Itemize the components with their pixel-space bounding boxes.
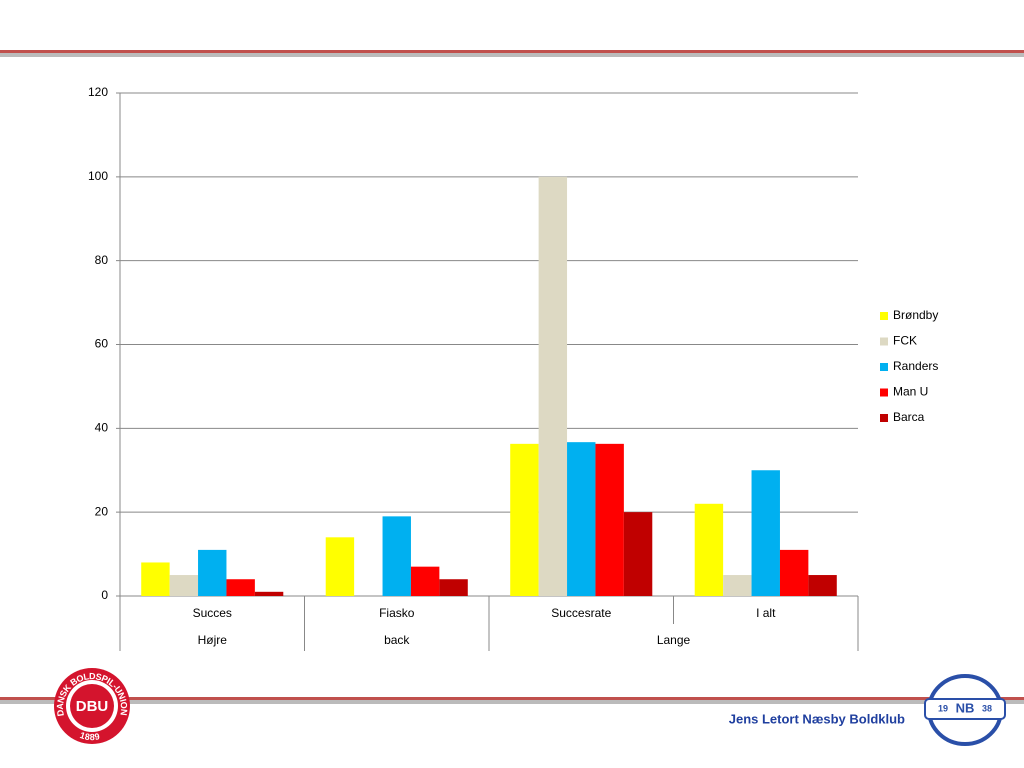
- legend-swatch: [880, 414, 888, 422]
- legend-swatch: [880, 337, 888, 346]
- bottom-rule-shadow: [0, 700, 1024, 704]
- group-label: back: [384, 633, 410, 647]
- bar: [808, 575, 837, 596]
- bar: [510, 443, 539, 596]
- y-tick-label: 100: [88, 169, 108, 183]
- bar: [141, 562, 170, 596]
- logo-band: [924, 698, 1006, 720]
- legend-swatch: [880, 312, 888, 320]
- x-tick-label: Succesrate: [551, 606, 611, 620]
- y-tick-label: 40: [95, 421, 109, 435]
- logo-right-number: 38: [982, 703, 992, 713]
- bar: [169, 575, 199, 596]
- legend-label: Brøndby: [893, 308, 938, 322]
- y-tick-label: 60: [95, 337, 109, 351]
- logo-left-number: 19: [938, 703, 948, 713]
- top-rule: [0, 50, 1024, 53]
- bar: [410, 566, 440, 596]
- legend-swatch: [880, 388, 888, 397]
- y-tick-label: 0: [101, 588, 108, 602]
- x-tick-label: I alt: [756, 606, 776, 620]
- bar: [595, 443, 624, 596]
- legend-label: Randers: [893, 359, 938, 373]
- bar: [439, 579, 468, 596]
- bar: [198, 549, 227, 596]
- legend-label: FCK: [893, 334, 917, 348]
- bar: [538, 176, 568, 597]
- bar: [623, 512, 653, 596]
- x-tick-label: Succes: [193, 606, 232, 620]
- logo-initials: DBU: [76, 698, 109, 715]
- bar: [254, 591, 284, 596]
- logo-core: [70, 684, 114, 728]
- y-tick-label: 80: [95, 253, 109, 267]
- x-tick-label: Fiasko: [379, 606, 415, 620]
- y-tick-label: 120: [88, 85, 108, 99]
- bar: [226, 579, 255, 596]
- top-rule-shadow: [0, 53, 1024, 57]
- bar: [567, 442, 596, 596]
- bar: [694, 503, 724, 596]
- bar: [779, 549, 809, 596]
- logo-right: 19 NB 38: [924, 674, 1006, 746]
- logo-left: DANSK BOLDSPIL-UNION 1889 DBU: [54, 668, 130, 744]
- group-label: Lange: [657, 633, 691, 647]
- logo-initials: NB: [956, 700, 975, 715]
- footer: Jens Letort Næsby Boldklub: [729, 711, 905, 726]
- bar: [751, 470, 780, 596]
- legend-label: Barca: [893, 410, 925, 424]
- bar: [723, 575, 752, 596]
- legend-label: Man U: [893, 385, 928, 399]
- bar: [382, 516, 411, 596]
- bar: [325, 537, 355, 596]
- bottom-rule: [0, 697, 1024, 700]
- y-tick-label: 20: [95, 504, 109, 518]
- legend-swatch: [880, 363, 888, 371]
- group-label: Højre: [198, 633, 228, 647]
